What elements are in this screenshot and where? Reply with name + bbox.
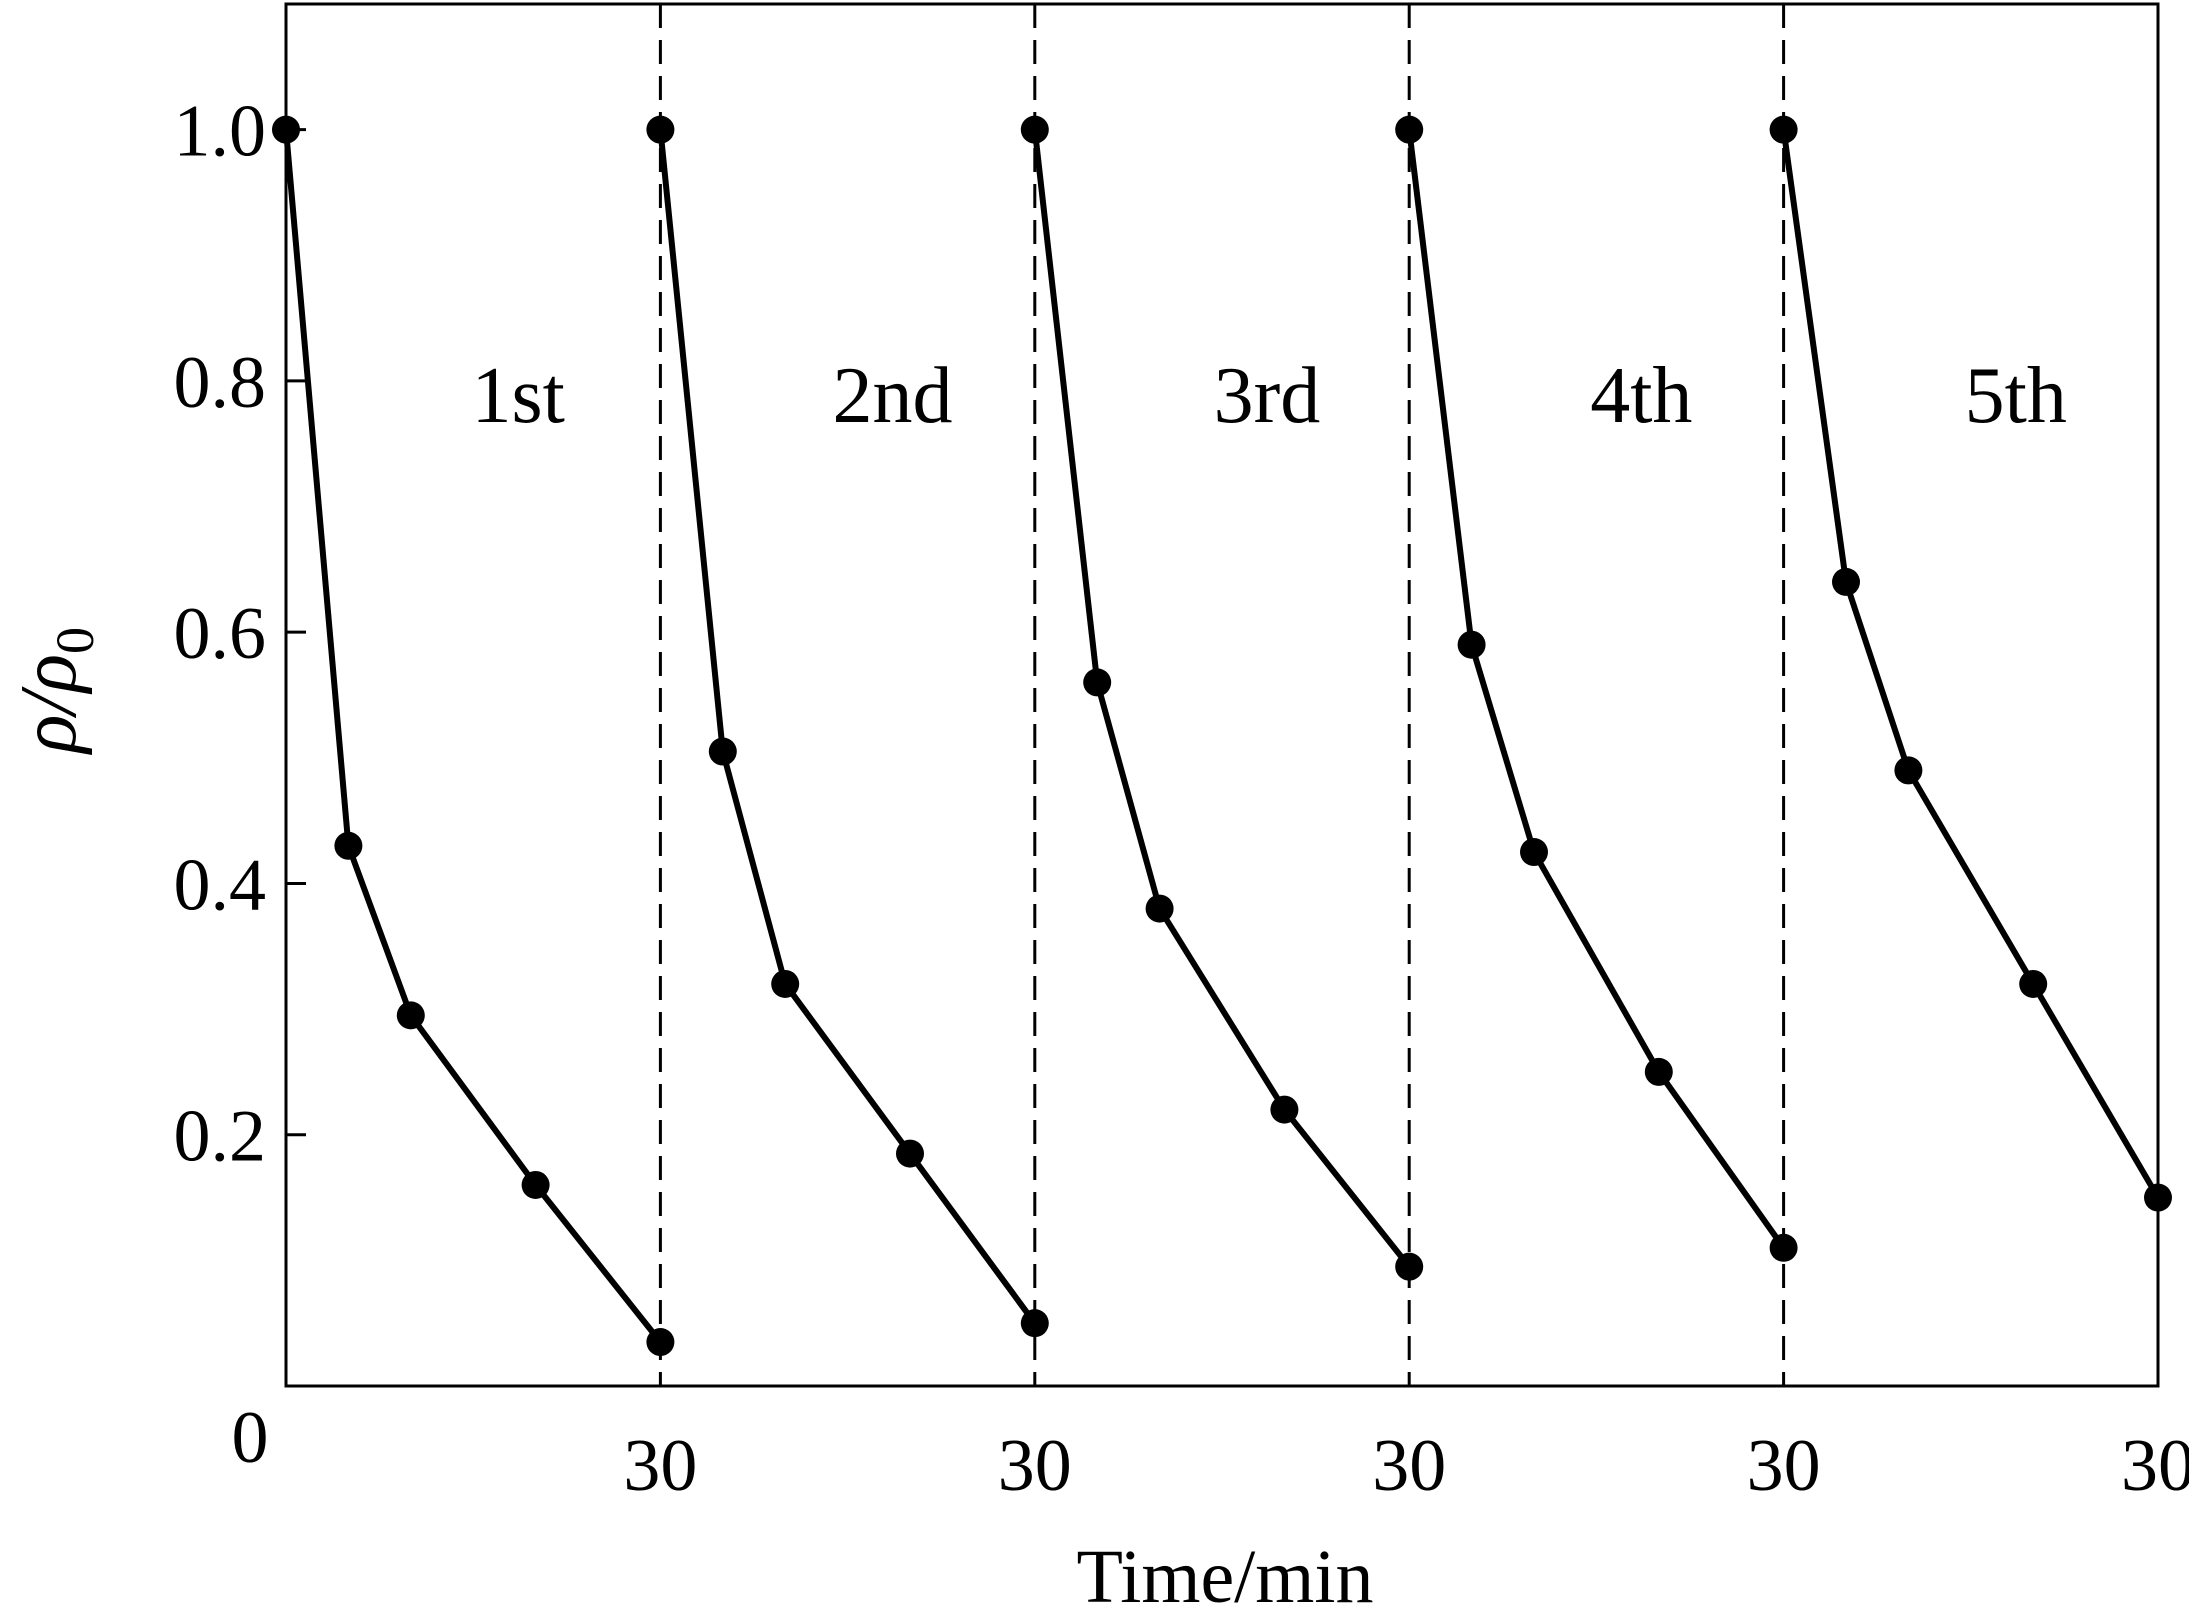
x-tick-label: 30 [2121, 1425, 2189, 1507]
data-point [2144, 1183, 2172, 1212]
x-tick-label: 30 [998, 1425, 1072, 1507]
data-point [1395, 115, 1424, 144]
data-point [1145, 894, 1174, 923]
data-point [1769, 115, 1798, 144]
plot-frame [284, 2, 2160, 1388]
y-axis-label-subscript: 0 [45, 627, 105, 654]
data-point [1020, 115, 1049, 144]
data-point [1020, 1309, 1049, 1338]
data-point [1083, 668, 1112, 697]
y-tick-label: 0.8 [174, 342, 267, 424]
data-point [334, 831, 363, 860]
data-point [1644, 1057, 1673, 1086]
data-point [646, 1328, 675, 1357]
data-point [1395, 1252, 1424, 1281]
data-point [771, 969, 800, 998]
y-tick-label: 0.4 [174, 844, 267, 926]
x-tick-label: 30 [623, 1425, 697, 1507]
data-point [1894, 756, 1923, 785]
cycle-label: 2nd [833, 352, 953, 440]
data-point [896, 1139, 924, 1168]
data-point [521, 1170, 550, 1199]
cycle-label: 3rd [1214, 352, 1321, 440]
cycle-label: 4th [1590, 352, 1692, 440]
data-point [2019, 969, 2048, 998]
y-axis-label: ρ/ρ0 [5, 627, 105, 756]
data-point [272, 115, 300, 144]
data-point [1832, 567, 1860, 596]
data-point [1457, 630, 1486, 659]
data-point [1520, 838, 1548, 867]
series-line-cycle-5 [1780, 129, 2161, 1200]
x-tick-label: 30 [1372, 1425, 1446, 1507]
y-tick-label: 0.2 [174, 1096, 267, 1178]
y-tick-label: 0.6 [174, 593, 267, 675]
series-line-cycle-2 [657, 129, 1038, 1325]
cycle-label: 1st [471, 352, 564, 440]
data-point [1769, 1233, 1798, 1262]
series-line-cycle-4 [1406, 129, 1787, 1250]
series-line-cycle-1 [283, 129, 663, 1344]
data-point [708, 737, 737, 766]
data-point [396, 1001, 425, 1030]
x-axis-label: Time/min [1076, 1535, 1373, 1611]
x-tick-label: 0 [232, 1397, 269, 1479]
y-tick-label: 1.0 [174, 91, 267, 173]
data-point [1270, 1095, 1299, 1124]
y-axis-label-main: ρ/ρ [5, 654, 93, 756]
series-line-cycle-3 [1031, 129, 1412, 1269]
cycle-label: 5th [1965, 352, 2067, 440]
x-tick-label: 30 [1747, 1425, 1821, 1507]
data-point [646, 115, 675, 144]
